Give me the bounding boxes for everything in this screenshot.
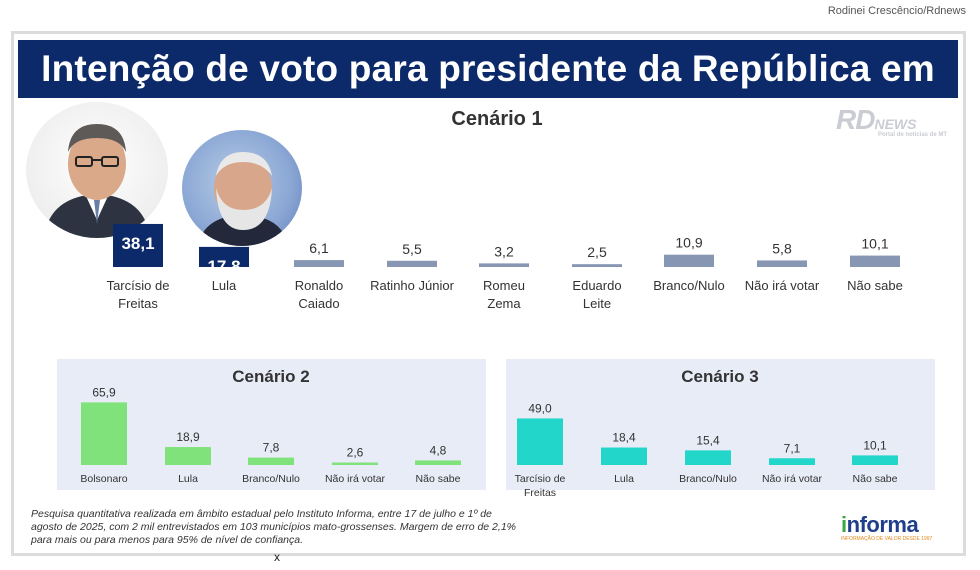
scenario-3-title: Cenário 3 (681, 367, 758, 386)
scenario-3-value-label: 49,0 (528, 401, 552, 415)
charts-canvas: Cenário 1 38,1 Tarcísio de Freitas 17,8 Lula 6… (80, 108, 903, 499)
scenario-1-category-label: Não sabe (847, 278, 903, 293)
candidate-photo-lula (182, 130, 302, 246)
scenario-1-category-label: Não irá votar (745, 278, 820, 293)
scenario-1-category-label: Tarcísio de (107, 278, 170, 293)
scenario-1-bar (113, 223, 163, 267)
scenario-2-bar (332, 462, 378, 465)
scenario-3-category-label: Freitas (524, 487, 556, 499)
survey-footnote: Pesquisa quantitativa realizada em âmbit… (31, 508, 516, 546)
scenario-2-value-label: 7,8 (263, 441, 280, 455)
scenario-1-bar (387, 260, 437, 267)
rdnews-logo-brand: RD (836, 104, 875, 135)
scenario-1-value-label: 5,8 (772, 240, 792, 256)
photo-credit: Rodinei Crescêncio/Rdnews (827, 5, 966, 17)
scenario-2-bar (165, 447, 211, 465)
scenario-2-category-label: Não irá votar (325, 473, 386, 485)
scenario-2-category-label: Branco/Nulo (242, 473, 300, 485)
infographic-frame: Intenção de voto para presidente da Repú… (11, 31, 966, 556)
scenario-1-bar (479, 263, 529, 267)
scenario-1-bar (664, 254, 714, 267)
rdnews-logo-word: NEWS (874, 116, 917, 132)
scenario-2-category-label: Lula (178, 473, 198, 485)
scenario-3-category-label: Não sabe (853, 473, 898, 485)
scenario-1-category-label: Lula (212, 278, 237, 293)
scenario-3-panel (506, 359, 935, 490)
scenario-3-value-label: 15,4 (696, 433, 720, 447)
scenario-2-value-label: 65,9 (92, 385, 116, 399)
scenario-1-value-label: 6,1 (309, 240, 329, 256)
scenario-2-value-label: 2,6 (347, 446, 364, 460)
scenario-1-value-label: 5,5 (402, 241, 422, 257)
scenario-3-category-label: Tarcísio de (515, 473, 566, 485)
scenario-1-category-label: Branco/Nulo (653, 278, 725, 293)
scenario-1-bar (199, 246, 249, 267)
informa-logo-word: informa (841, 512, 956, 538)
scenario-1-bar (294, 260, 344, 267)
scenario-2-value-label: 4,8 (430, 443, 447, 457)
informa-logo-rest: nforma (846, 512, 919, 537)
scenario-1-category-label: Zema (487, 296, 521, 311)
scenario-1-category-label: Caiado (298, 296, 339, 311)
scenario-2-bar (248, 457, 294, 465)
scenario-1-category-label: Romeu (483, 278, 525, 293)
scenario-2-category-label: Não sabe (416, 473, 461, 485)
scenario-1-bar (850, 255, 900, 267)
lula-portrait-icon (198, 152, 288, 246)
scenario-3-value-label: 7,1 (784, 441, 801, 455)
scenario-2-category-label: Bolsonaro (80, 473, 127, 485)
scenario-3-bar (769, 458, 815, 465)
scenario-1-bar (757, 260, 807, 267)
scenario-3-category-label: Branco/Nulo (679, 473, 737, 485)
scenario-1-value-label: 3,2 (494, 243, 514, 259)
scenario-1-title: Cenário 1 (451, 108, 542, 130)
scenario-1-value-label: 17,8 (207, 257, 240, 276)
scenario-3-category-label: Lula (614, 473, 634, 485)
scenario-2-bar (81, 402, 127, 465)
scenario-1-value-label: 38,1 (121, 234, 154, 253)
scenario-1-bar (572, 264, 622, 267)
scenario-3-bar (517, 418, 563, 465)
scenario-1-value-label: 10,1 (861, 236, 888, 252)
rdnews-logo-tagline: Portal de notícias de MT (878, 132, 948, 138)
scenario-1-value-label: 10,9 (675, 235, 702, 251)
scenario-3-category-label: Não irá votar (762, 473, 823, 485)
scenario-1-category-label: Leite (583, 296, 611, 311)
scenario-2-value-label: 18,9 (176, 430, 200, 444)
informa-logo-initial: i (841, 512, 847, 537)
scenario-1-category-label: Freitas (118, 296, 158, 311)
scenario-3-value-label: 10,1 (863, 438, 887, 452)
scenario-3-value-label: 18,4 (612, 431, 636, 445)
scenario-1-category-label: Eduardo (572, 278, 621, 293)
scenario-1-category-label: Ratinho Júnior (370, 278, 454, 293)
scenario-3-bar (601, 447, 647, 465)
scenario-2-title: Cenário 2 (232, 367, 309, 386)
scenario-1-category-label: Ronaldo (295, 278, 343, 293)
bottom-x-mark: x (274, 550, 280, 564)
scenario-1-value-label: 2,5 (587, 244, 607, 260)
scenario-3-bar (685, 450, 731, 465)
scenario-2-bar (415, 460, 461, 465)
informa-logo: informa INFORMAÇÃO DE VALOR DESDE 1997 (841, 512, 956, 546)
tarcisio-portrait-icon (44, 124, 150, 238)
rdnews-watermark-logo: RDNEWS Portal de notícias de MT (836, 104, 956, 142)
scenario-3-bar (852, 455, 898, 465)
banner-title: Intenção de voto para presidente da Repú… (18, 40, 958, 147)
informa-logo-slogan: INFORMAÇÃO DE VALOR DESDE 1997 (841, 536, 933, 542)
scenario-2-panel (57, 359, 486, 490)
candidate-photo-tarcisio (26, 102, 168, 238)
